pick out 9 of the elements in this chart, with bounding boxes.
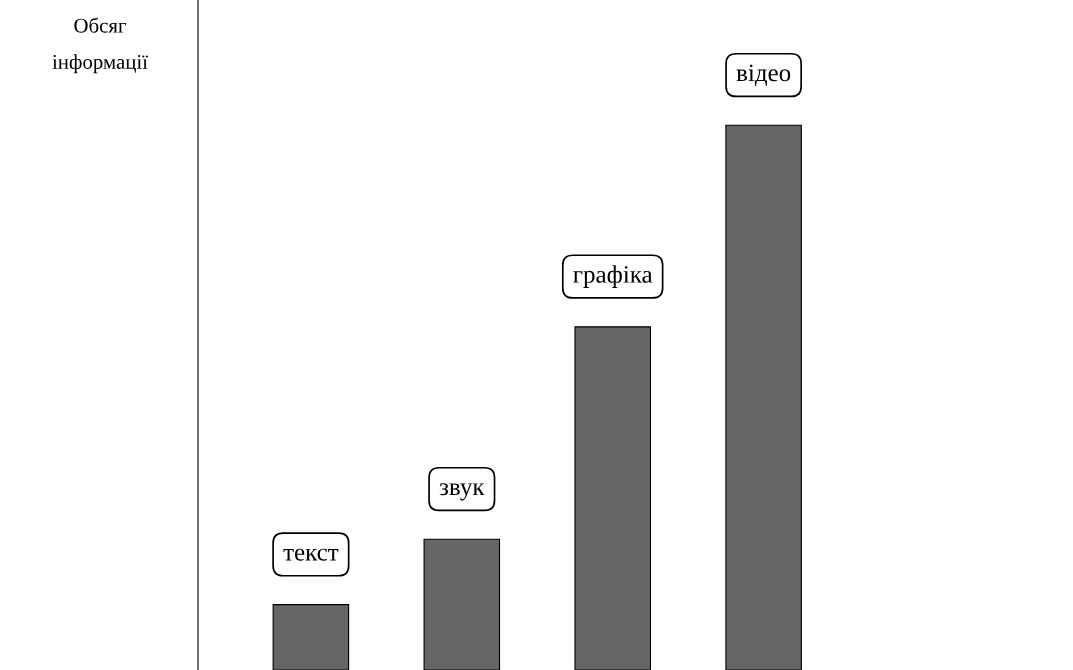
bar (725, 124, 802, 670)
y-axis-title: Обсяг інформації (52, 17, 148, 74)
bar (574, 326, 651, 670)
x-tick-label: звук (439, 483, 485, 501)
bar (423, 538, 501, 670)
x-tick-label: відео (736, 64, 791, 86)
bar (272, 604, 350, 670)
x-tick-label: графіка (573, 265, 653, 288)
x-tick-label: текст (283, 548, 339, 561)
